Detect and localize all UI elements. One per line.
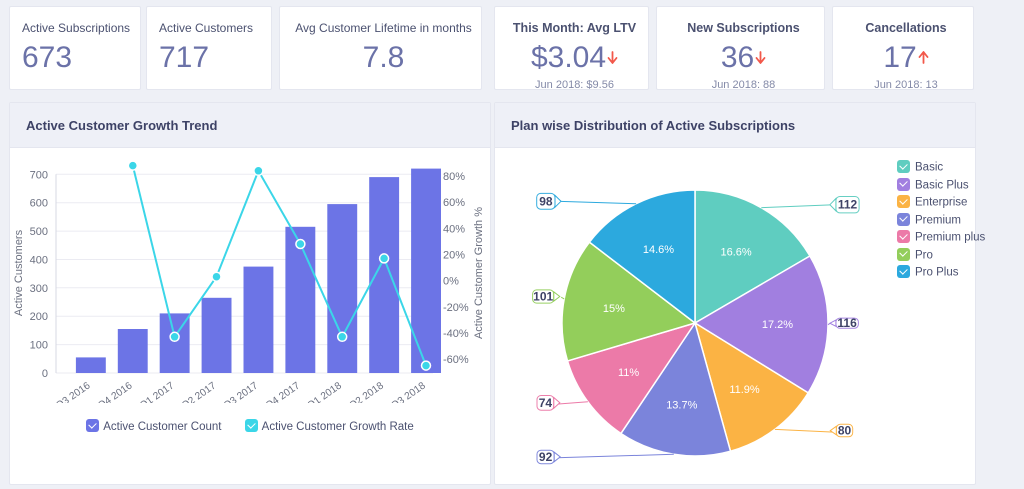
svg-text:11%: 11%: [618, 367, 639, 379]
svg-text:60%: 60%: [443, 197, 465, 209]
svg-text:116: 116: [837, 316, 857, 330]
svg-text:98: 98: [539, 194, 553, 208]
svg-text:Active Customer Growth %: Active Customer Growth %: [473, 207, 485, 339]
svg-text:300: 300: [30, 283, 48, 295]
svg-text:Active Customers: Active Customers: [13, 229, 25, 316]
svg-text:92: 92: [539, 450, 553, 464]
svg-text:600: 600: [30, 198, 48, 210]
svg-text:Q1 2018: Q1 2018: [306, 380, 345, 403]
svg-text:Q3 2016: Q3 2016: [54, 380, 93, 403]
svg-text:14.6%: 14.6%: [643, 244, 674, 256]
svg-text:Q2 2018: Q2 2018: [347, 380, 386, 403]
svg-text:74: 74: [539, 396, 553, 410]
svg-text:Q2 2017: Q2 2017: [180, 380, 219, 403]
svg-text:0%: 0%: [443, 276, 459, 288]
svg-text:200: 200: [30, 311, 48, 323]
svg-text:80: 80: [838, 424, 852, 438]
svg-text:80%: 80%: [443, 171, 465, 183]
svg-text:-20%: -20%: [443, 302, 469, 314]
svg-text:40%: 40%: [443, 223, 465, 235]
svg-text:Q4 2016: Q4 2016: [96, 380, 135, 403]
svg-text:Q3 2018: Q3 2018: [389, 380, 428, 403]
svg-text:17.2%: 17.2%: [762, 319, 793, 331]
svg-text:400: 400: [30, 255, 48, 267]
svg-text:700: 700: [30, 169, 48, 181]
svg-text:0: 0: [42, 368, 48, 380]
svg-text:15%: 15%: [603, 303, 625, 315]
svg-text:Q3 2017: Q3 2017: [222, 380, 261, 403]
svg-text:-40%: -40%: [443, 328, 469, 340]
svg-text:112: 112: [838, 198, 858, 212]
svg-text:-60%: -60%: [443, 354, 469, 366]
svg-text:500: 500: [30, 226, 48, 238]
svg-text:101: 101: [533, 290, 553, 304]
svg-text:16.6%: 16.6%: [720, 247, 751, 259]
svg-text:100: 100: [30, 340, 48, 352]
svg-text:11.9%: 11.9%: [729, 384, 760, 396]
svg-text:13.7%: 13.7%: [666, 399, 697, 411]
svg-text:Q4 2017: Q4 2017: [264, 380, 303, 403]
svg-text:20%: 20%: [443, 250, 465, 262]
svg-text:Q1 2017: Q1 2017: [138, 380, 177, 403]
